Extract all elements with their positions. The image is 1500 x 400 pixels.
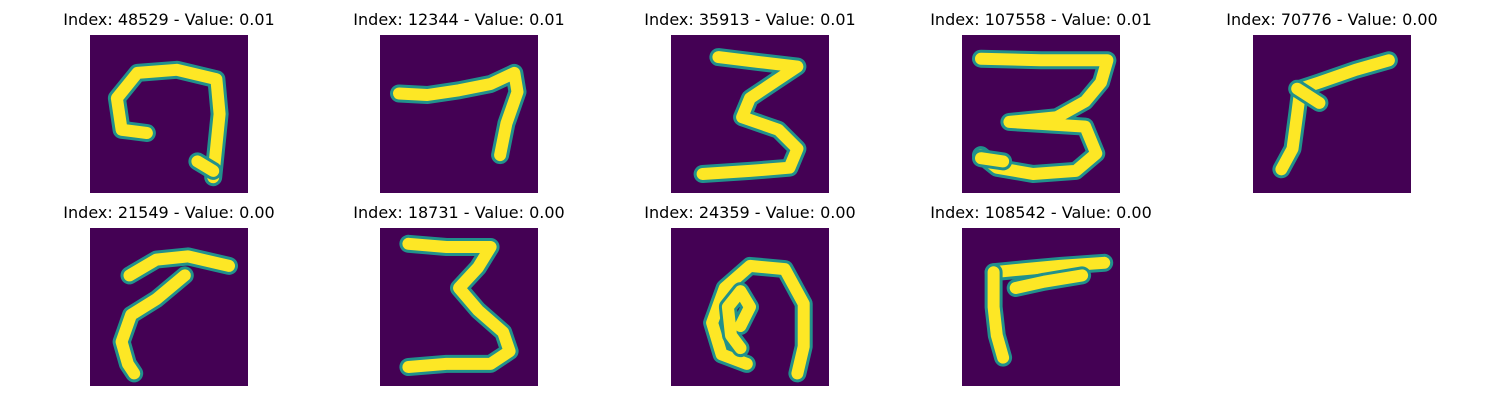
curved-slash-glyph bbox=[112, 247, 238, 383]
sample-panel-4: Index: 70776 - Value: 0.00 bbox=[1226, 12, 1500, 193]
sample-panel-8: Index: 108542 - Value: 0.00 bbox=[930, 205, 1262, 386]
digit-image bbox=[380, 35, 538, 193]
sample-panel-6: Index: 18731 - Value: 0.00 bbox=[353, 205, 680, 386]
sample-panel-7: Index: 24359 - Value: 0.00 bbox=[644, 205, 971, 386]
digit-image bbox=[90, 35, 248, 193]
sample-title: Index: 48529 - Value: 0.01 bbox=[63, 10, 275, 29]
diagonal-seven-glyph bbox=[1272, 51, 1398, 179]
glyph-stroke bbox=[975, 152, 1010, 168]
glyph-stroke bbox=[402, 237, 516, 373]
glyph-stroke bbox=[115, 269, 191, 380]
sample-title: Index: 24359 - Value: 0.00 bbox=[644, 203, 856, 222]
loop-hook-glyph bbox=[107, 60, 229, 187]
seven-flag-glyph bbox=[984, 253, 1114, 367]
digit-image bbox=[1253, 35, 1411, 193]
glyph-stroke bbox=[987, 266, 1010, 364]
glyph-stroke bbox=[1291, 82, 1326, 109]
digit-image bbox=[90, 228, 248, 386]
sample-title: Index: 70776 - Value: 0.00 bbox=[1226, 10, 1438, 29]
seven-shape-glyph bbox=[390, 63, 527, 165]
three-shape-glyph bbox=[399, 234, 519, 376]
glyph-stroke bbox=[110, 63, 226, 184]
sample-title: Index: 21549 - Value: 0.00 bbox=[63, 203, 275, 222]
sample-panel-0: Index: 48529 - Value: 0.01 bbox=[63, 12, 390, 193]
glyph-stroke bbox=[987, 256, 1111, 279]
glyph-stroke bbox=[123, 250, 235, 282]
sample-panel-1: Index: 12344 - Value: 0.01 bbox=[353, 12, 680, 193]
glyph-stroke bbox=[706, 259, 810, 380]
glyph-stroke bbox=[393, 66, 524, 162]
loop-digit-glyph bbox=[703, 256, 813, 383]
glyph-stroke bbox=[1009, 269, 1089, 294]
digit-image bbox=[962, 35, 1120, 193]
three-shape-glyph bbox=[693, 48, 807, 183]
sample-panel-2: Index: 35913 - Value: 0.01 bbox=[644, 12, 971, 193]
glyph-stroke bbox=[191, 155, 220, 177]
digit-image bbox=[380, 228, 538, 386]
sample-panel-5: Index: 21549 - Value: 0.00 bbox=[63, 205, 390, 386]
sample-title: Index: 35913 - Value: 0.01 bbox=[644, 10, 856, 29]
three-shape-wide-glyph bbox=[972, 49, 1117, 183]
sample-panel-3: Index: 107558 - Value: 0.01 bbox=[930, 12, 1262, 193]
sample-title: Index: 107558 - Value: 0.01 bbox=[930, 10, 1152, 29]
sample-title: Index: 108542 - Value: 0.00 bbox=[930, 203, 1152, 222]
glyph-stroke bbox=[975, 52, 1114, 180]
digit-image bbox=[671, 228, 829, 386]
sample-title: Index: 12344 - Value: 0.01 bbox=[353, 10, 565, 29]
glyph-stroke bbox=[696, 51, 804, 180]
sample-title: Index: 18731 - Value: 0.00 bbox=[353, 203, 565, 222]
digit-image bbox=[962, 228, 1120, 386]
digit-image bbox=[671, 35, 829, 193]
glyph-stroke bbox=[721, 285, 756, 355]
